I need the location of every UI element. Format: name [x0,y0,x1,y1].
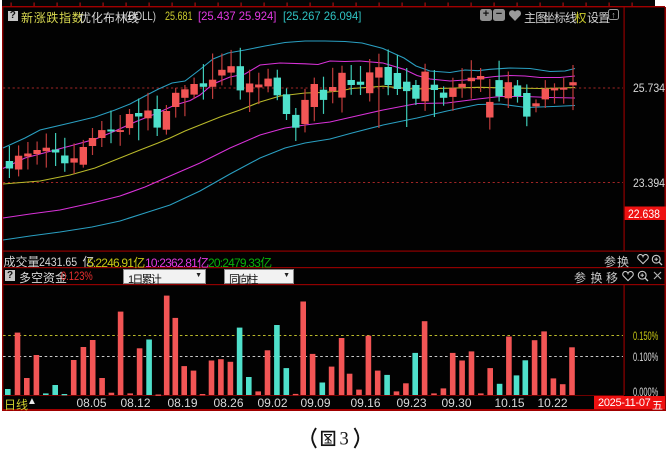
svg-text:3: 3 [340,430,349,450]
